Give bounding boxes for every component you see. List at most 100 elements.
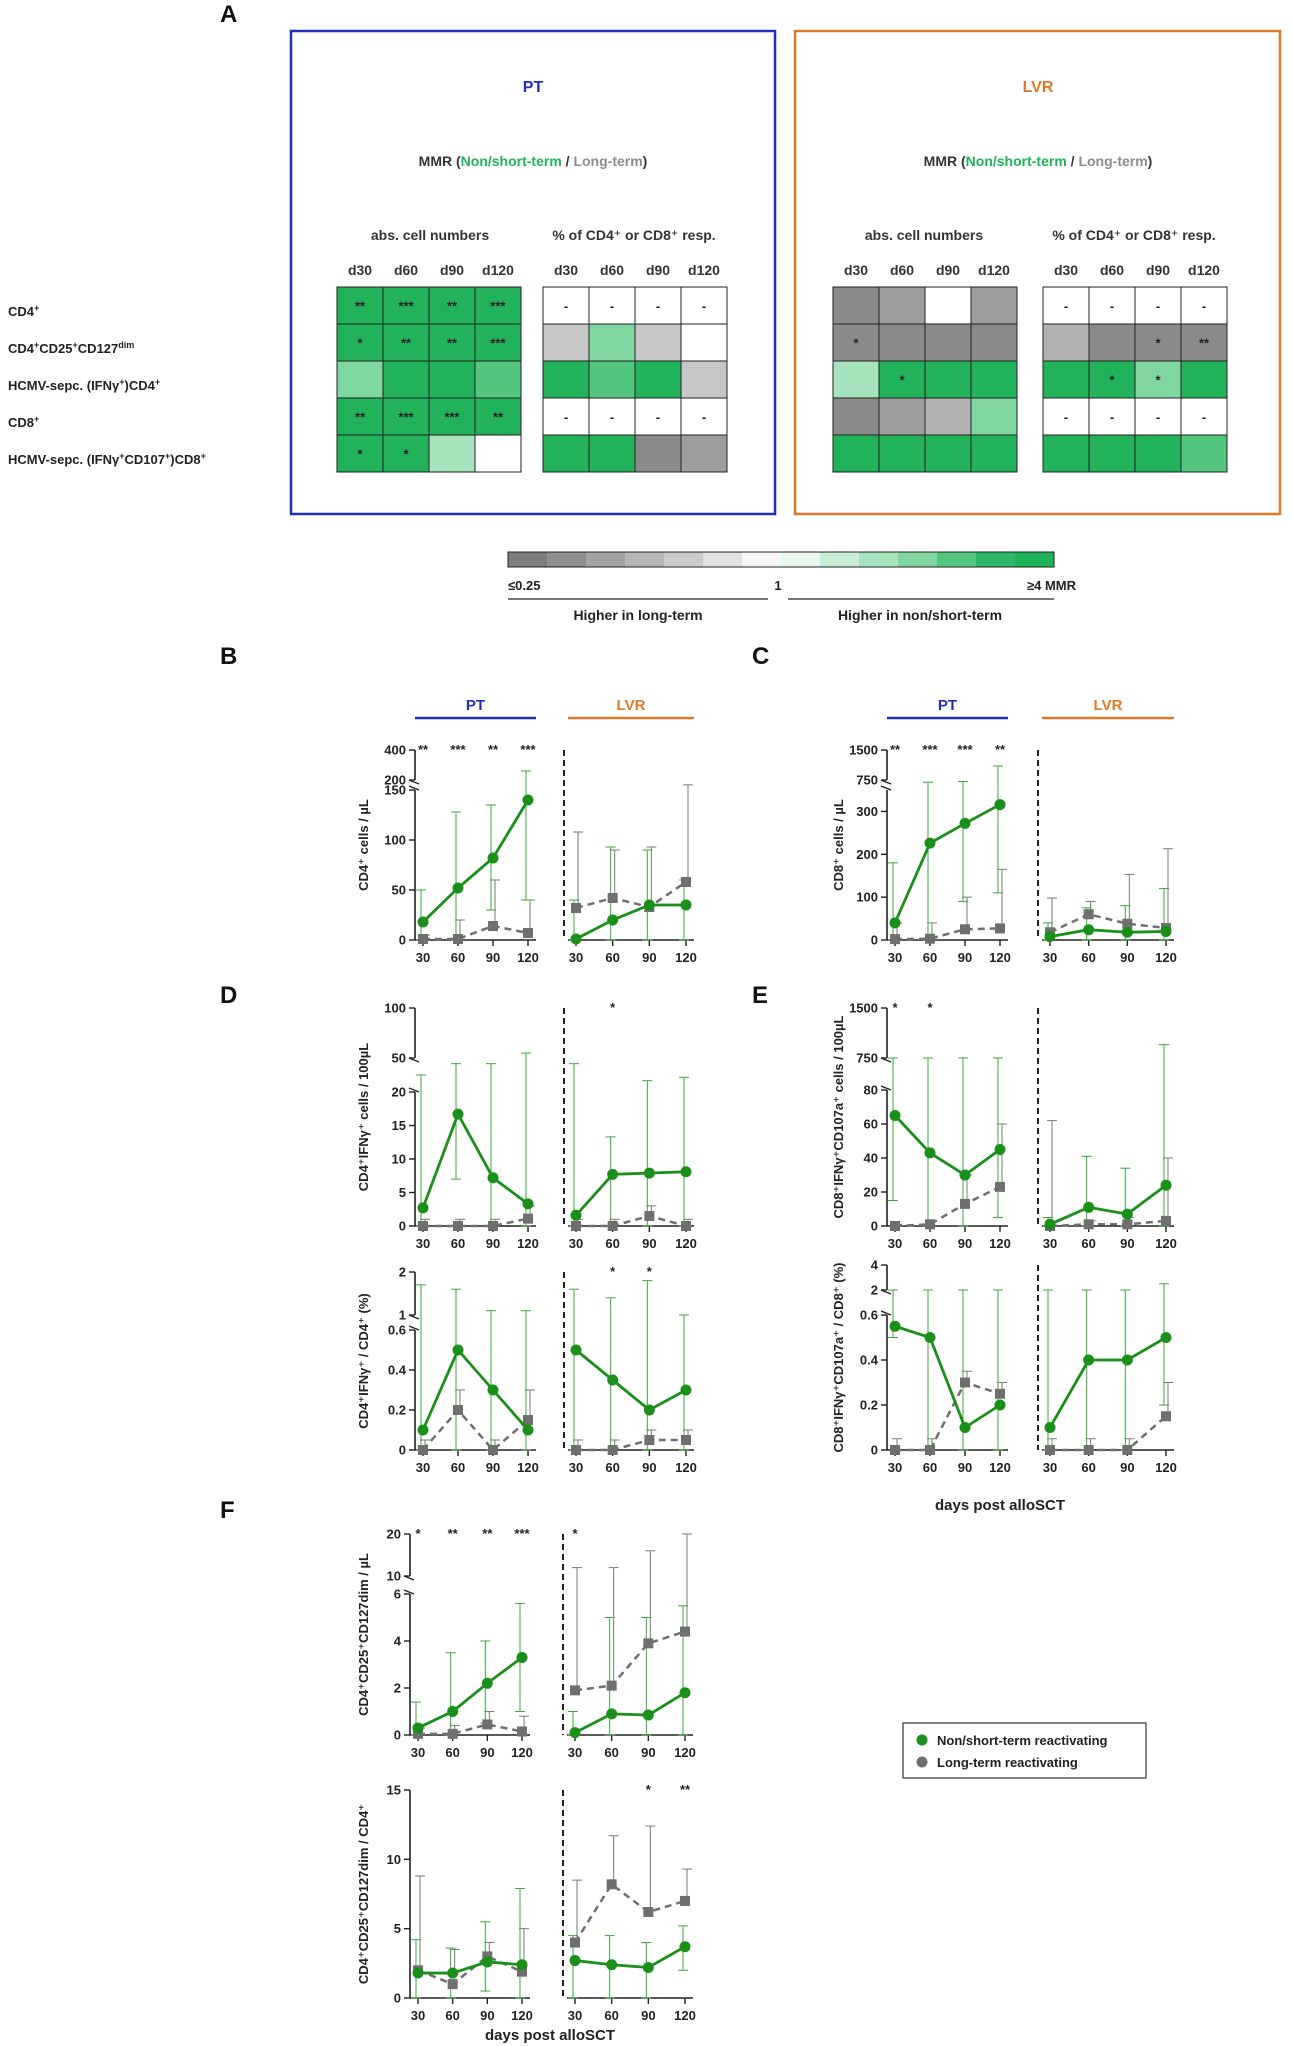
y-tick-label: 6 [394,1587,401,1602]
significance-mark: *** [922,742,938,757]
green-series-point [1121,1354,1133,1366]
pt-abs-mark: ** [447,336,458,351]
pt-pct-col-d120: d120 [688,262,720,278]
grey-series-point [680,1895,690,1906]
lvr-abs-cell [832,434,880,473]
green-series-point [1160,1179,1172,1191]
pt-pct-cell [680,323,728,362]
pt-abs-mark: *** [490,336,506,351]
row-label-hcmv-cd8: HCMV-sepc. (IFNγ+CD107+)CD8+ [8,451,206,467]
lvr-pct-subtitle: % of CD4⁺ or CD8⁺ resp. [1052,227,1215,243]
axis-break-mark [403,1589,415,1595]
green-series-point [487,1384,499,1396]
grey-series-point [606,1680,617,1691]
scale-left-label: ≤0.25 [508,578,540,593]
grey-series-point [1083,1445,1094,1455]
grey-series-point [1122,918,1133,929]
significance-mark: * [892,1000,898,1015]
panel-label-c: C [752,643,769,670]
lvr-abs-cell [878,397,926,436]
lvr-pct-col-d120: d120 [1188,262,1220,278]
x-axis-title-f: days post alloSCT [485,2027,615,2044]
x-tick-label: 60 [451,1236,465,1251]
grey-series-point [453,1405,463,1415]
x-tick-label: 90 [641,2008,655,2023]
pt-pct-cell [680,360,728,399]
x-tick-label: 30 [1043,1236,1057,1251]
y-axis-label: CD8⁺IFNγ⁺CD107a⁺ cells / 100µL [831,1015,846,1218]
panel-label-f: F [220,1497,235,1524]
grey-series-point [680,1626,690,1637]
y-tick-label: 100 [384,833,406,848]
grey-series-point [960,924,970,935]
significance-mark: ** [418,742,429,757]
grey-series-point [1122,1445,1133,1455]
x-tick-label: 30 [568,2008,582,2023]
y-tick-label: 4 [394,1634,402,1649]
grey-series-point [418,934,428,944]
green-series-point [516,1651,528,1663]
green-series-point [994,799,1006,811]
grey-series-line [423,1217,529,1228]
legend-green-marker [916,1734,928,1746]
x-tick-label: 120 [674,2008,696,2023]
grey-series-point [523,1415,533,1425]
pt-abs-mark: *** [398,299,414,314]
x-tick-label: 30 [416,950,430,965]
grey-series-point [925,933,935,944]
green-series-point [1083,1201,1095,1213]
group-header-lvr: LVR [617,697,646,714]
y-tick-label: 0.2 [860,1398,878,1413]
y-tick-label: 4 [871,1258,879,1273]
scale-swatch [898,552,938,567]
chart-d1: 0 5 10 15 20 50 100 CD4⁺IFNγ⁺ cells / 100µL 30 60… [356,1000,697,1251]
y-tick-label: 0.2 [388,1403,406,1418]
significance-mark: ** [482,1526,493,1541]
green-series-line [417,1656,523,1730]
row-label-cd8: CD8+ [8,414,39,430]
lvr-abs-cell [924,397,972,436]
grey-series-line [894,927,1001,941]
green-series-point [481,1956,493,1968]
pt-pct-mark: - [610,299,614,314]
pt-abs-col-d60: d60 [394,262,418,278]
green-series-line [422,799,530,924]
y-tick-label: 80 [864,1083,878,1098]
x-tick-label: 90 [958,950,972,965]
green-series-point [487,852,499,864]
significance-mark: *** [957,742,973,757]
pt-pct-subtitle: % of CD4⁺ or CD8⁺ resp. [552,227,715,243]
green-series-point [522,1424,534,1436]
y-axis-label: CD4⁺IFNγ⁺ / CD4⁺ (%) [356,1293,371,1428]
green-series-point [680,1384,692,1396]
significance-mark: * [646,1782,652,1797]
green-series-point [607,1168,619,1180]
lvr-pct-cell [1042,397,1090,436]
scale-swatch [976,552,1016,567]
x-tick-label: 60 [923,1460,937,1475]
significance-mark: * [572,1526,578,1541]
pt-abs-cell [428,434,476,473]
green-series-point [481,1677,493,1689]
x-tick-label: 60 [445,2008,459,2023]
lvr-abs-cell [924,434,972,473]
grey-series-point [607,893,618,903]
y-tick-label: 150 [384,783,406,798]
scale-swatch [781,552,821,567]
x-tick-label: 90 [958,1460,972,1475]
y-tick-label: 10 [387,1569,401,1584]
x-tick-label: 60 [451,950,465,965]
scale-swatch [508,552,548,567]
grey-series-line [422,1408,529,1452]
grey-series-point [681,1221,691,1231]
scale-swatch [586,552,626,567]
y-tick-label: 200 [384,773,406,788]
green-series-point [1044,1218,1056,1230]
pt-abs-cell [336,323,384,362]
x-tick-label: 30 [1043,1460,1057,1475]
panel-label-a: A [220,1,237,28]
pt-abs-cell [428,360,476,399]
y-tick-label: 0 [871,1219,878,1234]
